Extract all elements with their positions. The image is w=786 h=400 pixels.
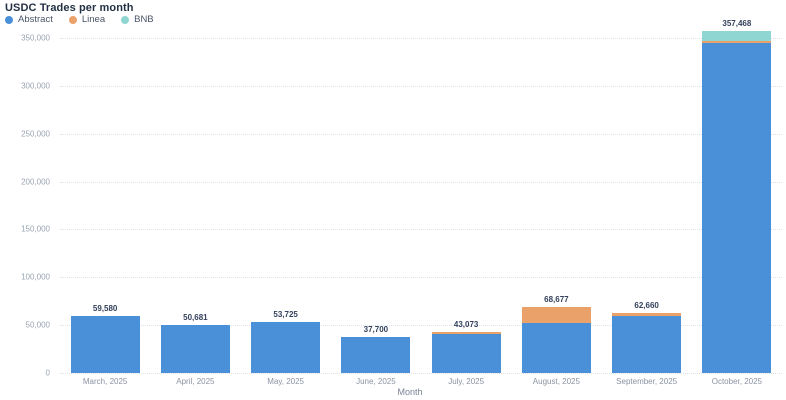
bar-value-label: 62,660 [634, 301, 659, 311]
legend-item-abstract[interactable]: Abstract [5, 14, 53, 25]
bar-october[interactable] [702, 30, 772, 373]
y-axis: 0 50,000 100,000 150,000 200,000 250,000 300,0… [0, 34, 54, 378]
plot-area: 59,580 50,681 53,725 37,700 43,073 68,677 62,6… [60, 19, 782, 374]
bar-segment-bnb[interactable] [702, 30, 772, 42]
x-tick-label: August, 2025 [532, 377, 580, 386]
gridline [60, 277, 782, 279]
gridline [60, 133, 782, 135]
x-tick-label: March, 2025 [82, 377, 128, 386]
bar-segment-abstract[interactable] [521, 323, 591, 373]
x-tick-label: July, 2025 [448, 377, 485, 386]
bar-value-label: 68,677 [544, 295, 569, 305]
bar-value-label: 50,681 [183, 312, 208, 322]
bar-march[interactable] [70, 315, 140, 373]
gridline [60, 181, 782, 183]
legend-item-linea[interactable]: Linea [68, 14, 106, 25]
y-tick-label: 300,000 [21, 81, 50, 91]
legend-dot-icon [121, 15, 130, 24]
gridline [60, 38, 782, 39]
bar-may[interactable] [251, 321, 321, 373]
legend-label: Abstract [18, 14, 53, 25]
x-tick-label: October, 2025 [711, 377, 762, 386]
bar-september[interactable] [612, 313, 682, 373]
gridline [60, 229, 782, 231]
bar-segment-linea[interactable] [702, 41, 772, 44]
chart-legend: Abstract Linea BNB [5, 14, 154, 25]
y-tick-label: 200,000 [21, 177, 50, 187]
bar-segment-linea[interactable] [431, 331, 501, 335]
bar-april[interactable] [160, 324, 230, 373]
bar-value-label: 53,725 [273, 309, 298, 319]
legend-item-bnb[interactable]: BNB [121, 14, 154, 25]
bar-segment-abstract[interactable] [251, 321, 321, 373]
bar-segment-abstract[interactable] [431, 334, 501, 373]
y-tick-label: 100,000 [21, 272, 50, 282]
bar-segment-linea[interactable] [612, 313, 682, 317]
x-tick-label: June, 2025 [356, 377, 396, 386]
x-tick-label: September, 2025 [616, 377, 678, 386]
bar-value-label: 357,468 [722, 18, 752, 28]
bar-segment-abstract[interactable] [341, 336, 411, 373]
gridline [60, 85, 782, 87]
bar-august[interactable] [521, 307, 591, 373]
y-tick-label: 150,000 [21, 224, 50, 234]
bar-segment-linea[interactable] [521, 307, 591, 324]
bar-segment-abstract[interactable] [702, 43, 772, 373]
y-tick-label: 0 [45, 368, 50, 378]
bar-segment-abstract[interactable] [612, 316, 682, 373]
bar-value-label: 43,073 [453, 319, 479, 329]
y-tick-label: 350,000 [21, 33, 50, 43]
x-axis: March, 2025 April, 2025 May, 2025 June, 202… [60, 377, 782, 389]
x-tick-label: May, 2025 [267, 377, 304, 386]
legend-label: Linea [81, 14, 106, 25]
gridline [60, 325, 782, 327]
legend-dot-icon [68, 15, 77, 24]
bar-value-label: 59,580 [92, 303, 118, 313]
y-tick-label: 250,000 [21, 129, 50, 139]
chart-title: USDC Trades per month [5, 2, 134, 14]
bar-value-label: 37,700 [363, 324, 389, 334]
legend-label: BNB [134, 14, 154, 25]
x-axis-title: Month [397, 387, 423, 397]
gridline [60, 373, 782, 374]
bar-segment-abstract[interactable] [160, 324, 230, 373]
bar-segment-abstract[interactable] [70, 315, 140, 373]
bar-july[interactable] [431, 331, 501, 373]
legend-dot-icon [5, 15, 13, 24]
x-tick-label: April, 2025 [176, 377, 215, 386]
y-tick-label: 50,000 [25, 320, 50, 330]
bar-june[interactable] [341, 336, 411, 373]
